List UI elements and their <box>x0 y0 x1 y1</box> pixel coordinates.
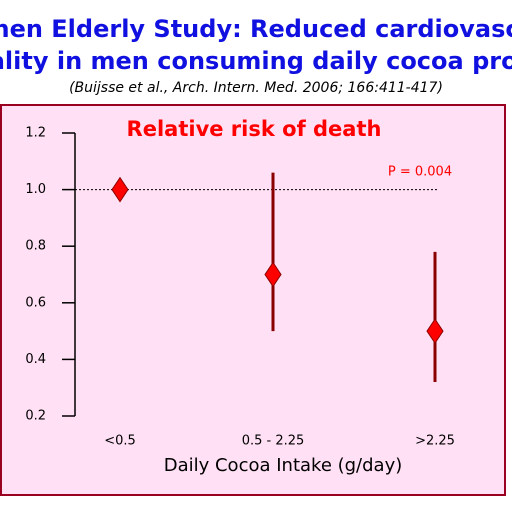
x-tick-label: <0.5 <box>104 434 136 449</box>
y-tick-label: 1.0 <box>25 182 46 197</box>
y-tick-label: 0.8 <box>25 239 46 254</box>
chart-title: Relative risk of death <box>127 117 382 141</box>
y-tick-label: 0.2 <box>25 409 46 424</box>
heading: phen Elderly Study: Reduced cardiovascu <box>0 15 512 43</box>
heading: tality in men consuming daily cocoa prod <box>0 47 512 75</box>
annotation: P = 0.004 <box>388 165 452 180</box>
point <box>111 176 129 203</box>
x-tick-label: 0.5 - 2.25 <box>242 434 305 449</box>
subtitle: (Buijsse et al., Arch. Intern. Med. 2006… <box>69 80 443 96</box>
y-tick-label: 1.2 <box>25 126 46 141</box>
x-tick-label: >2.25 <box>415 434 455 449</box>
chart-panel <box>0 104 506 496</box>
y-tick-label: 0.4 <box>25 352 46 367</box>
point <box>264 261 282 288</box>
point <box>426 318 444 345</box>
y-tick-label: 0.6 <box>25 295 46 310</box>
x-axis-label: Daily Cocoa Intake (g/day) <box>164 455 403 476</box>
